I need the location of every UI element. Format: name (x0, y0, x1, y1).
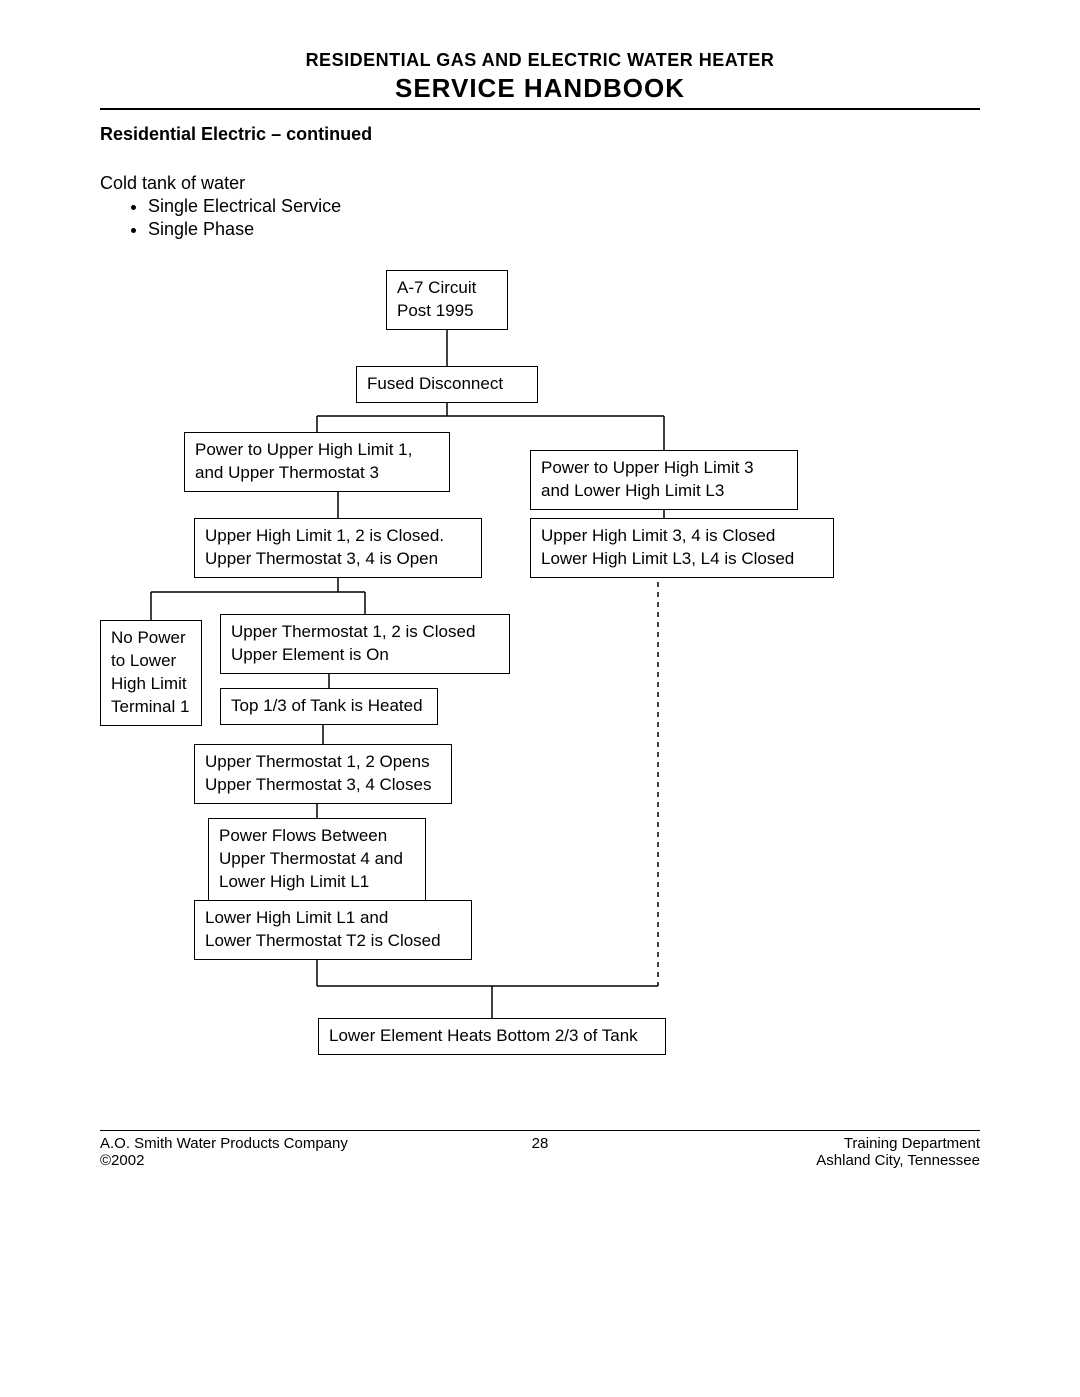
section-subhead: Residential Electric – continued (100, 124, 980, 145)
flowchart-node: Top 1/3 of Tank is Heated (220, 688, 438, 725)
flowchart-node: Power Flows BetweenUpper Thermostat 4 an… (208, 818, 426, 901)
flowchart-node: Upper High Limit 3, 4 is ClosedLower Hig… (530, 518, 834, 578)
footer-copyright: ©2002 (100, 1152, 390, 1169)
flowchart-node: Power to Upper High Limit 3and Lower Hig… (530, 450, 798, 510)
bullet-list: Single Electrical Service Single Phase (148, 196, 980, 240)
header-rule (100, 108, 980, 110)
bullet-item: Single Phase (148, 219, 980, 240)
flowchart: A-7 CircuitPost 1995 Fused Disconnect Powe… (100, 270, 980, 1130)
flowchart-node: A-7 CircuitPost 1995 (386, 270, 508, 330)
footer-company: A.O. Smith Water Products Company (100, 1135, 390, 1152)
footer-rule (100, 1130, 980, 1131)
page-footer: A.O. Smith Water Products Company ©2002 … (100, 1130, 980, 1169)
page-number: 28 (395, 1135, 685, 1152)
flowchart-node: Lower Element Heats Bottom 2/3 of Tank (318, 1018, 666, 1055)
flowchart-node: No Powerto LowerHigh LimitTerminal 1 (100, 620, 202, 726)
flowchart-node: Power to Upper High Limit 1,and Upper Th… (184, 432, 450, 492)
flowchart-node: Upper Thermostat 1, 2 OpensUpper Thermos… (194, 744, 452, 804)
flowchart-node: Fused Disconnect (356, 366, 538, 403)
footer-city: Ashland City, Tennessee (690, 1152, 980, 1169)
footer-dept: Training Department (690, 1135, 980, 1152)
flowchart-node: Upper Thermostat 1, 2 is ClosedUpper Ele… (220, 614, 510, 674)
doc-header-2: SERVICE HANDBOOK (100, 73, 980, 104)
intro-text: Cold tank of water (100, 173, 980, 194)
bullet-item: Single Electrical Service (148, 196, 980, 217)
doc-header-1: RESIDENTIAL GAS AND ELECTRIC WATER HEATE… (100, 50, 980, 71)
flowchart-node: Upper High Limit 1, 2 is Closed.Upper Th… (194, 518, 482, 578)
flowchart-node: Lower High Limit L1 andLower Thermostat … (194, 900, 472, 960)
